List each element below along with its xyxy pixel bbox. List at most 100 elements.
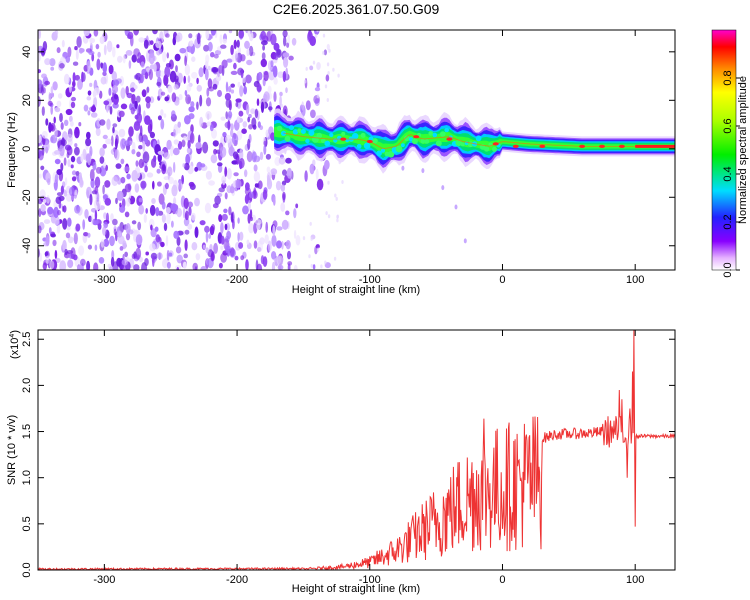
noise-speck: [210, 30, 217, 36]
noise-speck: [155, 234, 161, 243]
noise-speck: [74, 143, 78, 148]
noise-speck: [120, 158, 125, 165]
spectrogram-y-ticks: -40 -20 0 20 40: [21, 46, 675, 254]
noise-speck: [249, 209, 253, 219]
noise-speck: [120, 176, 126, 184]
noise-speck: [285, 210, 290, 216]
noise-speck: [66, 225, 71, 231]
noise-speck: [189, 40, 194, 47]
noise-speck: [270, 132, 276, 141]
noise-speck: [212, 140, 219, 147]
noise-speck: [50, 122, 56, 132]
noise-speck: [336, 218, 339, 223]
noise-speck: [222, 38, 227, 44]
noise-speck: [231, 133, 239, 145]
noise-speck: [245, 103, 250, 115]
noise-speck: [239, 148, 244, 161]
noise-speck: [255, 219, 262, 226]
noise-speck: [123, 166, 130, 173]
noise-speck: [106, 104, 109, 113]
noise-speck: [128, 60, 132, 69]
noise-speck: [67, 236, 74, 244]
noise-speck: [183, 217, 190, 227]
noise-speck: [282, 52, 290, 58]
colorbar-tick-label: 0.2: [722, 214, 734, 229]
band-hotspot: [539, 144, 546, 148]
noise-speck: [138, 204, 145, 215]
noise-speck: [243, 85, 248, 95]
noise-speck: [280, 184, 286, 192]
x-tick-label: -300: [93, 574, 115, 586]
snr-line: [38, 330, 675, 570]
noise-speck: [266, 166, 271, 173]
noise-speck: [287, 250, 291, 260]
noise-speck: [56, 169, 63, 176]
noise-speck: [41, 84, 45, 96]
noise-speck: [227, 111, 233, 119]
noise-speck: [167, 85, 173, 93]
noise-speck: [145, 208, 148, 214]
band-blob: [284, 135, 291, 142]
noise-speck: [95, 43, 100, 50]
noise-speck: [173, 161, 176, 173]
noise-speck: [68, 83, 72, 93]
noise-speck: [106, 40, 113, 53]
noise-speck: [131, 54, 137, 63]
x-tick-label: 100: [626, 574, 644, 586]
noise-speck: [128, 126, 134, 137]
noise-speck: [96, 58, 101, 71]
noise-speck: [140, 180, 147, 189]
noise-speck: [140, 72, 145, 83]
noise-speck: [47, 206, 54, 215]
noise-speck: [174, 75, 179, 83]
noise-speck: [146, 101, 151, 109]
noise-speck: [242, 77, 246, 84]
noise-speck: [202, 244, 206, 249]
noise-speck: [61, 205, 65, 212]
noise-speck: [104, 198, 112, 206]
noise-speck: [102, 143, 107, 149]
noise-speck: [125, 232, 131, 241]
noise-speck: [63, 190, 68, 197]
noise-speck: [116, 44, 120, 49]
noise-speck: [204, 225, 210, 233]
noise-speck: [157, 153, 162, 163]
noise-speck: [204, 68, 209, 81]
noise-speck: [202, 141, 209, 154]
noise-speck: [262, 44, 265, 51]
noise-speck: [234, 53, 239, 62]
noise-speck: [291, 37, 297, 46]
noise-speck: [205, 170, 212, 180]
noise-speck: [175, 65, 178, 73]
noise-speck: [160, 91, 166, 96]
noise-speck: [245, 259, 249, 270]
noise-speck: [185, 94, 192, 105]
noise-speck: [130, 87, 136, 93]
noise-speck: [176, 207, 182, 218]
noise-speck: [309, 65, 314, 71]
noise-speck: [192, 262, 198, 270]
noise-speck: [253, 164, 258, 172]
noise-speck: [244, 169, 248, 178]
noise-speck: [199, 220, 206, 226]
noise-speck: [137, 221, 142, 231]
noise-speck: [228, 206, 232, 216]
noise-speck: [251, 117, 257, 128]
noise-speck: [50, 66, 55, 71]
noise-speck: [71, 176, 77, 182]
noise-speck: [285, 87, 288, 94]
band-blob: [401, 143, 405, 148]
noise-speck: [246, 59, 253, 66]
band-blob: [352, 132, 359, 140]
noise-speck: [286, 167, 292, 179]
noise-speck: [160, 119, 165, 130]
band-blob: [411, 138, 418, 145]
noise-speck: [205, 111, 212, 120]
noise-speck: [83, 104, 89, 112]
noise-speck: [45, 235, 50, 247]
noise-speck: [247, 116, 251, 123]
noise-speck: [99, 119, 106, 126]
band-hotspot: [413, 135, 420, 139]
noise-speck: [186, 147, 191, 154]
